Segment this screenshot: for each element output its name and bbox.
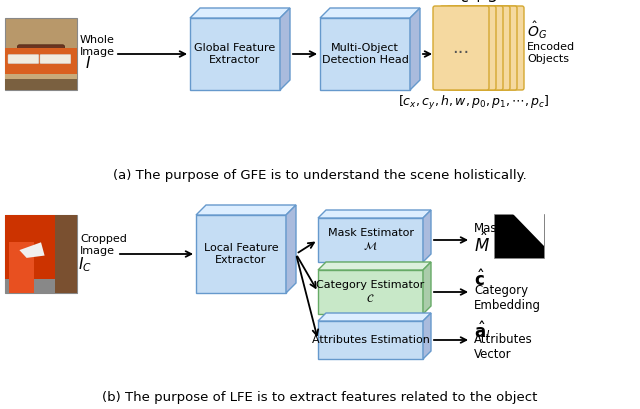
Polygon shape xyxy=(513,214,544,246)
Text: $\hat{M}$: $\hat{M}$ xyxy=(474,232,490,256)
FancyBboxPatch shape xyxy=(5,79,77,90)
FancyBboxPatch shape xyxy=(320,18,410,90)
Text: $I_C$: $I_C$ xyxy=(78,256,92,274)
FancyBboxPatch shape xyxy=(5,48,77,74)
FancyBboxPatch shape xyxy=(56,215,77,293)
FancyBboxPatch shape xyxy=(461,6,517,90)
Text: Local Feature
Extractor: Local Feature Extractor xyxy=(204,243,278,265)
Text: (a) The purpose of GFE is to understand the scene holistically.: (a) The purpose of GFE is to understand … xyxy=(113,169,527,182)
FancyBboxPatch shape xyxy=(5,215,66,293)
Polygon shape xyxy=(19,242,45,258)
Polygon shape xyxy=(196,205,296,215)
FancyBboxPatch shape xyxy=(17,45,65,62)
FancyBboxPatch shape xyxy=(318,218,423,262)
Polygon shape xyxy=(423,210,431,262)
Polygon shape xyxy=(410,8,420,90)
FancyBboxPatch shape xyxy=(494,214,544,258)
Text: (b) The purpose of LFE is to extract features related to the object: (b) The purpose of LFE is to extract fea… xyxy=(102,391,538,404)
Text: $\hat{\mathbf{a}}_l$: $\hat{\mathbf{a}}_l$ xyxy=(474,319,491,343)
FancyBboxPatch shape xyxy=(190,18,280,90)
Text: $c+5$: $c+5$ xyxy=(460,0,497,5)
FancyBboxPatch shape xyxy=(468,6,524,90)
FancyBboxPatch shape xyxy=(5,279,77,293)
FancyBboxPatch shape xyxy=(447,6,503,90)
FancyBboxPatch shape xyxy=(196,215,286,293)
Text: Mask Estimator
$\mathcal{M}$: Mask Estimator $\mathcal{M}$ xyxy=(328,228,413,252)
Text: $[c_x, c_y, h, w, p_0, p_1, \cdots, p_c]$: $[c_x, c_y, h, w, p_0, p_1, \cdots, p_c]… xyxy=(397,94,549,112)
Text: Cropped
Image: Cropped Image xyxy=(80,234,127,256)
Polygon shape xyxy=(190,8,290,18)
Text: $\hat{\mathbf{c}}$: $\hat{\mathbf{c}}$ xyxy=(474,270,484,290)
Text: $\mathit{I}$: $\mathit{I}$ xyxy=(85,55,91,71)
Text: Attributes
Vector: Attributes Vector xyxy=(474,333,532,361)
Text: $\hat{O}_G$: $\hat{O}_G$ xyxy=(527,19,547,41)
Polygon shape xyxy=(320,8,420,18)
Text: Category
Embedding: Category Embedding xyxy=(474,284,541,312)
Polygon shape xyxy=(318,313,431,321)
FancyBboxPatch shape xyxy=(318,321,423,359)
Polygon shape xyxy=(423,262,431,314)
Text: Encoded
Objects: Encoded Objects xyxy=(527,42,575,64)
FancyBboxPatch shape xyxy=(454,6,510,90)
Text: ...: ... xyxy=(452,39,470,57)
Text: Global Feature
Extractor: Global Feature Extractor xyxy=(195,43,276,65)
FancyBboxPatch shape xyxy=(5,215,77,293)
Polygon shape xyxy=(318,262,431,270)
Polygon shape xyxy=(286,205,296,293)
Text: Whole
Image: Whole Image xyxy=(80,35,115,57)
Text: Mask: Mask xyxy=(474,222,504,234)
FancyBboxPatch shape xyxy=(5,18,77,90)
Polygon shape xyxy=(280,8,290,90)
Text: Attributes Estimation: Attributes Estimation xyxy=(312,335,429,345)
Text: Multi-Object
Detection Head: Multi-Object Detection Head xyxy=(321,43,408,65)
FancyBboxPatch shape xyxy=(318,270,423,314)
FancyBboxPatch shape xyxy=(433,6,489,90)
Polygon shape xyxy=(423,313,431,359)
FancyBboxPatch shape xyxy=(40,54,71,64)
FancyBboxPatch shape xyxy=(440,6,496,90)
FancyBboxPatch shape xyxy=(8,242,34,293)
FancyBboxPatch shape xyxy=(8,54,39,64)
FancyBboxPatch shape xyxy=(5,60,77,90)
Text: Category Estimator
$\mathcal{C}$: Category Estimator $\mathcal{C}$ xyxy=(316,280,424,304)
Polygon shape xyxy=(318,210,431,218)
